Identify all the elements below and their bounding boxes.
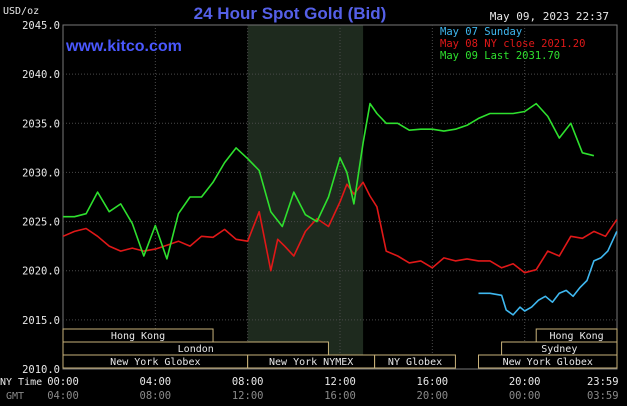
series-line-2 xyxy=(63,102,595,260)
session-bar: New York Globex xyxy=(478,354,618,369)
series-line-1 xyxy=(62,181,618,274)
session-label: New York NYMEX xyxy=(269,357,353,368)
session-bar: Hong Kong xyxy=(62,328,214,343)
session-label: NY Globex xyxy=(388,357,442,368)
y-axis-unit: USD/oz xyxy=(3,6,39,17)
y-tick-label: 2035.0 xyxy=(22,118,60,130)
legend-entry-ny-close: May 08 NY close 2021.20 xyxy=(440,38,585,50)
watermark: www.kitco.com xyxy=(65,38,182,55)
x-tick-gmt: 04:00 xyxy=(47,390,79,402)
x-tick-ny: 04:00 xyxy=(140,376,172,388)
gmt-caption: GMT xyxy=(6,391,24,402)
session-label: New York Globex xyxy=(110,357,200,368)
session-bar: Sydney xyxy=(501,341,618,356)
x-tick-ny: 20:00 xyxy=(509,376,541,388)
y-tick-label: 2010.0 xyxy=(22,364,60,376)
timestamp: May 09, 2023 22:37 xyxy=(490,10,609,23)
x-tick-ny: 08:00 xyxy=(232,376,264,388)
x-tick-ny: 23:59 xyxy=(587,376,619,388)
session-label: London xyxy=(178,344,214,355)
y-tick-label: 2015.0 xyxy=(22,315,60,327)
session-bar: New York NYMEX xyxy=(247,354,376,369)
session-bar: NY Globex xyxy=(374,354,456,369)
y-tick-label: 2030.0 xyxy=(22,167,60,179)
x-tick-gmt: 08:00 xyxy=(140,390,172,402)
legend-entry-last: May 09 Last 2031.70 xyxy=(440,50,560,62)
chart-title: 24 Hour Spot Gold (Bid) xyxy=(194,4,387,23)
y-tick-label: 2020.0 xyxy=(22,266,60,278)
session-label: New York Globex xyxy=(503,357,593,368)
session-bar-frame xyxy=(374,354,456,369)
session-bar: New York Globex xyxy=(62,354,249,369)
x-tick-gmt: 12:00 xyxy=(232,390,264,402)
plot-area: 2045.0 2040.0 2035.0 2030.0 2025.0 2020.0 2015… xyxy=(22,20,619,402)
session-bar-frame xyxy=(478,354,618,369)
x-tick-ny: 00:00 xyxy=(47,376,79,388)
y-tick-label: 2040.0 xyxy=(22,69,60,81)
legend-entry-sunday: May 07 Sunday xyxy=(440,26,522,38)
x-tick-ny: 16:00 xyxy=(417,376,449,388)
x-tick-gmt: 20:00 xyxy=(417,390,449,402)
y-tick-label: 2045.0 xyxy=(22,20,60,32)
legend: May 07 Sunday May 08 NY close 2021.20 Ma… xyxy=(440,26,585,62)
y-tick-label: 2025.0 xyxy=(22,217,60,229)
ny-time-caption: NY Time xyxy=(0,377,42,388)
x-tick-ny: 12:00 xyxy=(324,376,356,388)
x-tick-gmt: 00:00 xyxy=(509,390,541,402)
session-bar: Hong Kong xyxy=(535,328,618,343)
nymex-shaded-region xyxy=(247,25,364,369)
session-bar: London xyxy=(62,341,329,356)
series-line-0 xyxy=(478,231,618,316)
x-tick-gmt: 16:00 xyxy=(324,390,356,402)
session-label: Hong Kong xyxy=(550,331,604,342)
x-tick-gmt: 03:59 xyxy=(587,390,619,402)
session-label: Sydney xyxy=(541,344,577,355)
session-label: Hong Kong xyxy=(111,331,165,342)
